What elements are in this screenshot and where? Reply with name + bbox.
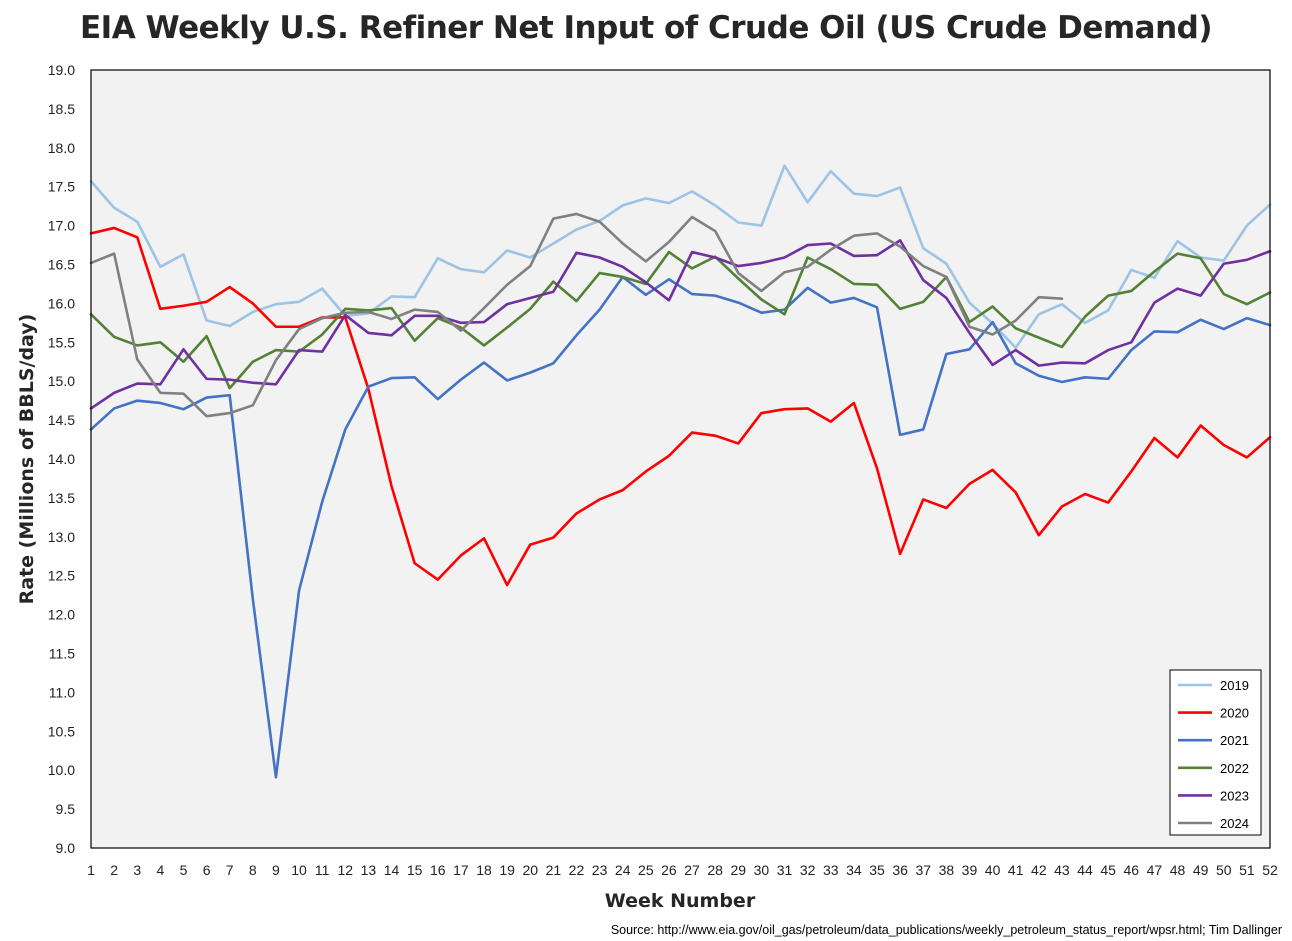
chart-title: EIA Weekly U.S. Refiner Net Input of Cru… [79,10,1213,46]
series-line-2024 [89,212,1064,418]
x-tick-label: 30 [754,862,770,878]
x-tick-label: 37 [915,862,931,878]
y-tick-label: 10.5 [48,723,75,739]
x-tick-label: 16 [430,862,446,878]
x-tick-label: 48 [1170,862,1186,878]
x-tick-label: 8 [249,862,257,878]
x-tick-label: 3 [133,862,141,878]
series-line-2023 [89,239,1272,410]
x-tick-label: 44 [1077,862,1093,878]
plot-background [91,70,1270,848]
x-tick-label: 34 [846,862,862,878]
x-axis-title: Week Number [605,890,756,912]
x-tick-label: 46 [1124,862,1140,878]
x-tick-label: 9 [272,862,280,878]
x-tick-label: 4 [156,862,164,878]
x-tick-label: 26 [661,862,677,878]
series-line-2019 [89,164,1272,350]
x-tick-label: 41 [1008,862,1024,878]
x-tick-label: 17 [453,862,469,878]
x-tick-label: 33 [823,862,839,878]
x-tick-label: 51 [1239,862,1255,878]
y-tick-label: 10.0 [48,762,75,778]
x-tick-label: 21 [546,862,562,878]
y-axis-title: Rate (Millions of BBLS/day) [16,314,38,605]
x-tick-label: 35 [869,862,885,878]
x-tick-label: 29 [731,862,747,878]
x-tick-label: 40 [985,862,1001,878]
y-tick-label: 16.0 [48,295,75,311]
x-tick-label: 25 [638,862,654,878]
x-tick-label: 14 [384,862,400,878]
x-tick-label: 23 [592,862,608,878]
source-note: Source: http://www.eia.gov/oil_gas/petro… [610,923,1282,937]
y-tick-label: 11.0 [49,684,75,700]
y-tick-label: 18.0 [48,140,75,156]
x-tick-label: 38 [939,862,955,878]
x-tick-label: 15 [407,862,423,878]
x-tick-label: 50 [1216,862,1232,878]
y-tick-label: 15.5 [48,334,75,350]
x-tick-label: 31 [777,862,793,878]
legend-label-2024: 2024 [1220,816,1249,831]
legend-label-2021: 2021 [1220,733,1249,748]
x-tick-label: 42 [1031,862,1047,878]
x-tick-label: 12 [338,862,354,878]
y-tick-label: 13.5 [48,490,75,506]
legend-label-2023: 2023 [1220,788,1249,803]
x-tick-label: 13 [361,862,377,878]
y-tick-label: 17.5 [48,179,75,195]
x-tick-label: 11 [315,862,330,878]
x-tick-label: 47 [1147,862,1163,878]
x-tick-label: 43 [1054,862,1070,878]
x-tick-label: 36 [892,862,908,878]
y-tick-label: 14.5 [48,412,75,428]
plot-border [90,69,1271,849]
series-line-2021 [89,275,1272,779]
x-tick-label: 1 [87,862,95,878]
x-tick-label: 19 [499,862,515,878]
x-tick-label: 49 [1193,862,1209,878]
y-tick-label: 18.5 [48,101,75,117]
y-tick-labels: 9.0 9.5 10.0 10.5 11.0 11.5 12.0 12.5 13.0 13.5 14… [48,62,75,856]
y-tick-label: 9.5 [56,801,76,817]
series-lines [89,164,1272,779]
x-tick-label: 52 [1262,862,1278,878]
legend: 2019 2020 2021 2022 2023 2024 [1169,669,1262,836]
y-tick-label: 17.0 [48,218,75,234]
y-tick-label: 19.0 [48,62,75,78]
x-tick-label: 18 [476,862,492,878]
x-tick-label: 27 [684,862,700,878]
legend-box [1169,669,1262,836]
x-tick-label: 20 [522,862,538,878]
x-tick-label: 7 [226,862,234,878]
x-tick-label: 32 [800,862,816,878]
series-line-2022 [89,250,1272,390]
y-tick-label: 15.0 [48,373,75,389]
x-tick-label: 28 [707,862,723,878]
x-tick-label: 22 [569,862,585,878]
x-tick-label: 39 [962,862,978,878]
x-tick-label: 45 [1100,862,1116,878]
x-tick-label: 10 [291,862,307,878]
legend-label-2022: 2022 [1220,761,1249,776]
y-tick-label: 9.0 [56,840,76,856]
x-tick-label: 24 [615,862,631,878]
y-tick-label: 12.0 [48,607,75,623]
x-tick-label: 6 [203,862,211,878]
y-tick-label: 16.5 [48,257,75,273]
series-line-2020 [89,226,1272,587]
legend-label-2020: 2020 [1220,706,1249,721]
legend-label-2019: 2019 [1220,678,1249,693]
y-tick-label: 12.5 [48,568,75,584]
x-tick-label: 2 [110,862,118,878]
x-tick-label: 5 [180,862,188,878]
y-tick-label: 13.0 [48,529,75,545]
y-tick-label: 11.5 [49,646,75,662]
y-tick-label: 14.0 [48,451,75,467]
x-tick-labels: 1 2 3 4 5 6 7 8 9 10 11 12 13 14 15 16 17 18 19 20 21 22 23 24 2… [87,862,1278,878]
